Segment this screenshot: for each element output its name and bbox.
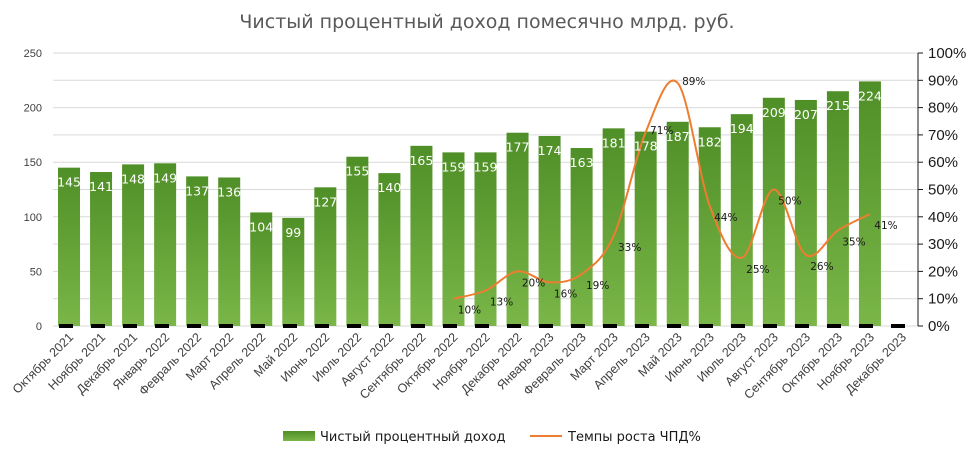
y-right-tick-label: 30%: [928, 236, 958, 253]
y-right-tick-label: 0%: [928, 318, 950, 335]
bar: [218, 177, 241, 326]
y-left-tick-label: 150: [24, 157, 42, 169]
y-left-tick-label: 100: [24, 212, 42, 224]
bar-value-label: 181: [602, 135, 626, 150]
bar-value-label: 177: [506, 140, 530, 155]
bar-value-label: 148: [121, 171, 145, 186]
growth-point-label: 89%: [682, 76, 705, 88]
bar: [570, 148, 593, 326]
bar: [858, 81, 881, 326]
bar-value-label: 194: [730, 121, 754, 136]
y-right-tick-label: 100%: [928, 45, 966, 62]
bar: [538, 135, 561, 326]
bar: [122, 164, 145, 326]
bar-value-label: 137: [185, 183, 209, 198]
bar-value-label: 141: [89, 179, 113, 194]
growth-point-label: 26%: [810, 261, 833, 273]
bar-value-label: 159: [442, 159, 466, 174]
legend-bar-label: Чистый процентный доход: [320, 430, 505, 445]
bar: [282, 217, 305, 326]
growth-line: [453, 79, 871, 300]
bar: [410, 145, 433, 326]
bar: [506, 132, 529, 326]
bars: [58, 81, 881, 327]
bar-value-label: 165: [409, 153, 433, 168]
bar: [90, 172, 113, 326]
legend-bar-swatch: [283, 431, 315, 441]
bar: [346, 156, 369, 326]
bar: [762, 97, 785, 326]
bar-value-label: 224: [858, 88, 882, 103]
bar-value-label: 155: [345, 164, 369, 179]
legend: Чистый процентный доход Темпы роста ЧПД%: [283, 430, 701, 445]
bar-value-label: 163: [570, 155, 594, 170]
y-right-tick-label: 70%: [928, 127, 958, 144]
bar: [250, 212, 273, 326]
bar-value-label: 174: [538, 143, 562, 158]
growth-point-label: 25%: [746, 264, 769, 276]
growth-point-label: 10%: [458, 305, 481, 317]
bar-value-label: 149: [153, 170, 177, 185]
y-right-tick-label: 50%: [928, 182, 958, 199]
y-right-tick-label: 40%: [928, 209, 958, 226]
y-left-tick-label: 200: [24, 103, 42, 115]
bar-value-label: 215: [826, 98, 850, 113]
bar: [314, 187, 337, 326]
y-right-tick-label: 60%: [928, 154, 958, 171]
bar: [666, 121, 689, 327]
growth-point-label: 71%: [650, 125, 673, 137]
y-right-tick-label: 10%: [928, 291, 958, 308]
bar-value-label: 178: [634, 139, 658, 154]
bar-value-label: 182: [698, 134, 722, 149]
bar: [698, 127, 721, 326]
bar-value-label: 136: [217, 184, 241, 199]
growth-point-label: 35%: [842, 236, 865, 248]
bar: [378, 173, 401, 326]
bar-value-label: 104: [249, 219, 273, 234]
point-labels: 10% 13% 20% 16% 19% 33% 71% 89% 44% 25% 50% 26% 35% 4…: [458, 76, 898, 317]
bar: [634, 131, 657, 326]
bar-value-label: 209: [762, 105, 786, 120]
bar-value-label: 187: [666, 129, 690, 144]
bar: [442, 152, 465, 326]
bar: [474, 152, 497, 326]
bar: [58, 167, 81, 326]
y-left-tick-label: 0: [36, 321, 42, 333]
growth-point-label: 41%: [874, 220, 897, 232]
growth-point-label: 20%: [522, 277, 545, 289]
y-axis-left: 0 50 100 150 200 250: [24, 48, 42, 333]
bar: [602, 128, 625, 326]
y-axis-right: 0% 10% 20% 30% 40% 50% 60% 70% 80% 90% 100%: [917, 45, 966, 335]
y-left-tick-label: 250: [24, 48, 42, 60]
bar: [826, 91, 849, 326]
growth-point-label: 16%: [554, 288, 577, 300]
bar-value-label: 99: [285, 225, 301, 240]
y-right-tick-label: 90%: [928, 72, 958, 89]
bar: [794, 99, 817, 327]
bar: [154, 163, 177, 326]
y-right-tick-label: 20%: [928, 263, 958, 280]
bar: [186, 176, 209, 326]
growth-point-label: 19%: [586, 280, 609, 292]
growth-point-label: 50%: [778, 196, 801, 208]
bar: [730, 114, 753, 326]
y-right-tick-label: 80%: [928, 100, 958, 117]
bar-labels: 145 141 148 149 137 136 104 99 127 155 140 165 159 15…: [57, 88, 882, 240]
bar-value-label: 140: [377, 180, 401, 195]
growth-point-label: 44%: [714, 212, 737, 224]
growth-point-label: 33%: [618, 242, 641, 254]
bar-value-label: 207: [794, 107, 818, 122]
growth-line-path: [453, 79, 871, 300]
y-left-tick-label: 50: [30, 266, 42, 278]
bar-value-label: 159: [474, 159, 498, 174]
legend-line-label: Темпы роста ЧПД%: [567, 430, 701, 445]
growth-point-label: 13%: [490, 297, 513, 309]
chart-title: Чистый процентный доход помесячно млрд. …: [239, 11, 734, 33]
bar-value-label: 127: [313, 194, 337, 209]
bar-value-label: 145: [57, 175, 81, 190]
